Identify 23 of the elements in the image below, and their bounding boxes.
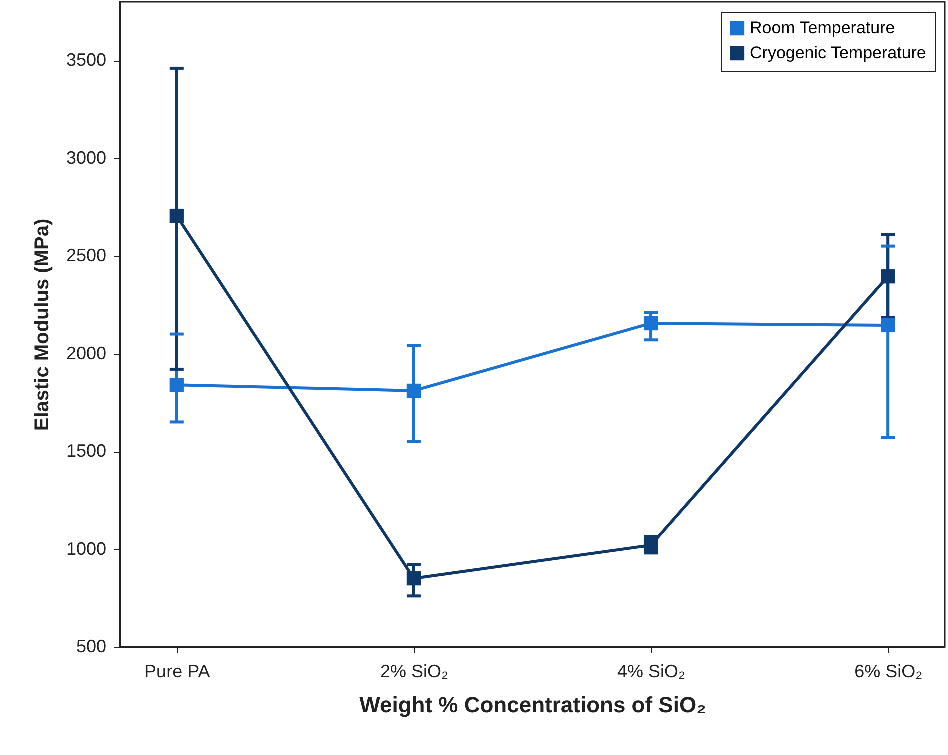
x-tick-label: 2% SiO₂ (380, 662, 448, 682)
point (406, 384, 422, 398)
point (881, 270, 896, 284)
y-tick-label: 1000 (66, 538, 106, 559)
legend-label: Room Temperature (750, 18, 896, 38)
y-tick-label: 3500 (66, 50, 106, 70)
y-tick-label: 2000 (66, 343, 106, 364)
point (406, 572, 422, 586)
x-tick-label: Pure PA (144, 662, 210, 682)
x-tick-label: 4% SiO₂ (618, 662, 686, 682)
x-axis-title: Weight % Concentrations of SiO₂ (360, 692, 706, 718)
x-tick-label: 6% SiO₂ (854, 662, 923, 682)
point (644, 538, 658, 552)
legend-label: Cryogenic Temperature (750, 44, 926, 62)
point (881, 318, 896, 333)
point (170, 378, 184, 392)
y-tick-label: 3000 (66, 148, 106, 168)
point (170, 208, 184, 224)
y-tick-label: 1500 (66, 441, 106, 462)
y-tick-label: 2500 (66, 246, 106, 266)
y-axis-title: Elastic Modulus (MPa) (31, 218, 54, 432)
y-tick-label: 500 (76, 636, 106, 656)
point (644, 316, 658, 331)
